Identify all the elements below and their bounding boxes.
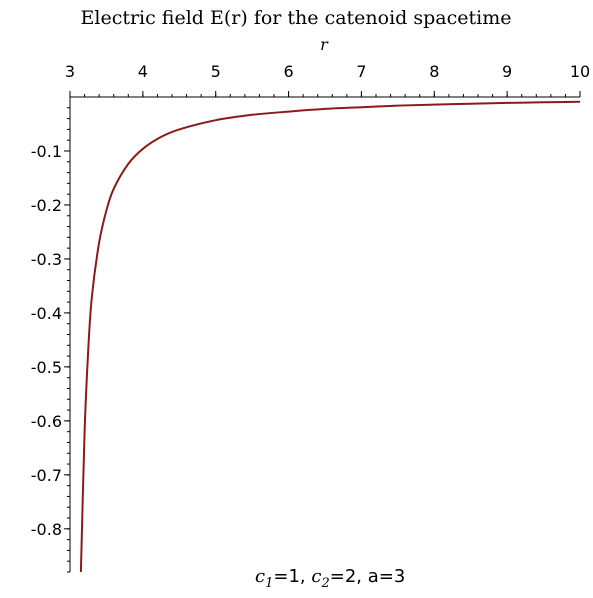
y-tick-label: -0.1 [31,142,62,161]
c2-value: =2, a=3 [330,566,406,587]
axes: 3 4 5 6 7 8 9 10 -0.1 -0.2 -0.3 -0.4 -0.5 -0.6 -0.7 -0.… [31,62,590,573]
c1-subscript: 1 [265,576,273,591]
y-tick-label: -0.6 [31,412,62,431]
c1-value: =1, [273,566,311,587]
series-line-0 [79,100,581,573]
y-tick-label: -0.3 [31,250,62,269]
y-tick-label: -0.8 [31,520,62,539]
c2-symbol: c [311,566,321,587]
parameter-annotation: c1=1, c2=2, a=3 [255,566,405,591]
x-tick-label: 10 [570,62,590,81]
c2-subscript: 2 [320,576,329,591]
x-tick-label: 8 [429,62,439,81]
y-tick-label: -0.7 [31,466,62,485]
x-tick-label: 3 [65,62,75,81]
curve-layer [79,100,581,573]
x-tick-label: 7 [356,62,366,81]
y-tick-label: -0.4 [31,304,62,323]
c1-symbol: c [255,566,265,587]
x-tick-label: 6 [283,62,293,81]
x-tick-label: 9 [502,62,512,81]
y-tick-label: -0.5 [31,358,62,377]
x-tick-label: 5 [211,62,221,81]
x-tick-label: 4 [138,62,148,81]
y-tick-label: -0.2 [31,196,62,215]
chart-title: Electric field E(r) for the catenoid spa… [81,7,512,29]
x-axis-label: r [320,35,329,54]
